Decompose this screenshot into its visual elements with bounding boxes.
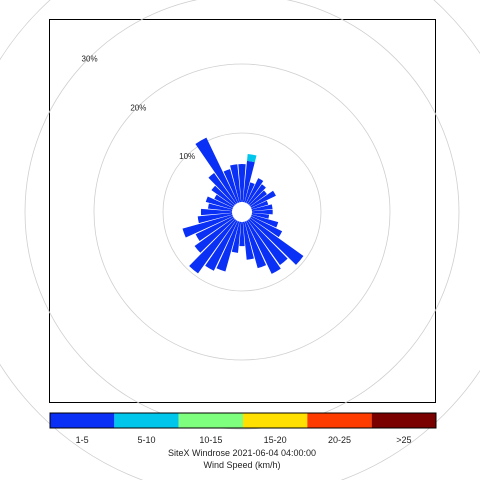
sector-bar xyxy=(247,184,266,205)
sector-bar xyxy=(238,164,246,203)
colorbar-segment xyxy=(50,413,115,428)
ring-circle xyxy=(24,0,460,430)
sector-bar xyxy=(211,185,235,207)
ring-circle xyxy=(162,132,322,292)
colorbar-segment xyxy=(178,413,243,428)
ring-labels: 10% 20% 30% xyxy=(82,55,196,162)
colorbar-tick-label: 1-5 xyxy=(76,435,89,445)
sector-bar xyxy=(249,217,304,265)
sector-bar xyxy=(251,214,279,228)
sector-bar xyxy=(194,217,235,253)
sector-bar xyxy=(246,220,281,274)
sector-bar xyxy=(251,209,273,215)
ring-label: 10% xyxy=(179,152,195,161)
sector-bar xyxy=(182,214,233,238)
sector-bar xyxy=(214,194,234,208)
speed-colorbar xyxy=(49,412,437,429)
sector-bar xyxy=(244,221,267,269)
sector-bar xyxy=(197,212,233,224)
sector-bar xyxy=(189,219,237,274)
sector-bar xyxy=(251,212,270,219)
colorbar-segment xyxy=(371,413,436,428)
sector-bar xyxy=(250,216,283,238)
chart-title: SiteX Windrose 2021-06-04 04:00:00 xyxy=(168,448,316,458)
colorbar-tick-label: 5-10 xyxy=(137,435,155,445)
sector-bar xyxy=(195,216,234,242)
sector-bar xyxy=(247,219,288,266)
plot-frame xyxy=(49,19,436,403)
ring-label: 20% xyxy=(130,103,146,112)
speed-colorbar-labels: 1-5 5-10 10-15 15-20 20-25 >25 xyxy=(76,435,412,445)
sector-bar xyxy=(244,182,255,203)
sector-bar xyxy=(242,221,254,260)
sector-bar xyxy=(230,164,242,203)
sector-bar xyxy=(195,137,238,204)
colorbar-axis-label: Wind Speed (km/h) xyxy=(203,460,280,470)
colorbar-tick-label: 15-20 xyxy=(264,435,287,445)
sector-bar xyxy=(208,173,237,205)
sector-bar xyxy=(231,221,242,253)
colorbar-segment xyxy=(114,413,179,428)
sector-bar xyxy=(247,153,257,163)
colorbar-segment xyxy=(307,413,372,428)
sector-bars xyxy=(182,137,304,274)
colorbar-frame xyxy=(49,412,437,429)
colorbar-segment xyxy=(243,413,308,428)
sector-bar xyxy=(249,190,267,207)
colorbar-tick-label: >25 xyxy=(396,435,411,445)
sector-bar xyxy=(251,200,269,210)
sector-bar xyxy=(208,203,233,212)
sector-bar xyxy=(205,220,238,271)
colorbar-tick-label: 10-15 xyxy=(199,435,222,445)
sector-bar xyxy=(239,221,245,247)
sector-bar xyxy=(246,178,264,204)
sector-bar xyxy=(251,204,273,212)
sector-bar xyxy=(200,208,233,216)
ring-circle xyxy=(93,63,391,361)
ring-label: 30% xyxy=(82,55,98,64)
sector-bar xyxy=(216,221,240,272)
colorbar-tick-label: 20-25 xyxy=(328,435,351,445)
sector-bar xyxy=(242,160,255,203)
sector-bar xyxy=(223,169,240,203)
sector-bar xyxy=(250,190,276,208)
sector-bar xyxy=(205,196,233,210)
